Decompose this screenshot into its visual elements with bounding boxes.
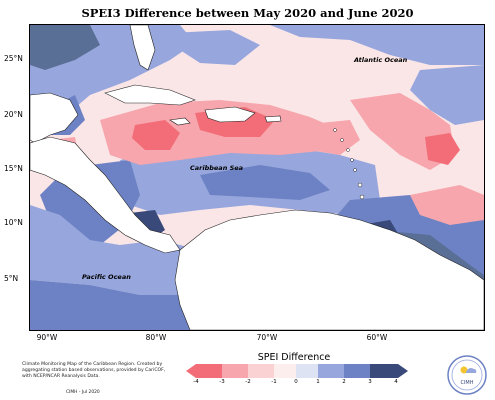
lat-label-15n: 15°N	[4, 164, 23, 173]
spei-map	[30, 25, 484, 330]
pacific-wet-area	[30, 205, 220, 295]
legend-arrow-left	[186, 364, 196, 378]
lat-label-20n: 20°N	[4, 110, 23, 119]
legend-tick: 3	[368, 379, 372, 385]
landmasses	[30, 25, 484, 330]
lon-label-80w: 80°W	[145, 333, 167, 342]
yucatan-peninsula	[30, 92, 79, 144]
legend-tick: 2	[342, 379, 346, 385]
lon-label-90w: 90°W	[36, 333, 58, 342]
lat-label-5n: 5°N	[4, 274, 19, 283]
atlantic-north-wet-area	[270, 25, 484, 65]
legend-swatch-2	[222, 364, 248, 378]
florida	[129, 25, 156, 71]
jamaica	[169, 117, 191, 126]
map-panel	[29, 24, 485, 331]
legend-swatch-7	[344, 364, 370, 378]
legend-tick: 0	[294, 379, 298, 385]
map-credit: CIMH - Jul 2020	[66, 390, 100, 395]
legend-swatch-5	[296, 364, 318, 378]
legend-tick: 1	[316, 379, 320, 385]
cimh-logo-icon: CIMH	[447, 355, 487, 395]
map-footnote: Climate Monitoring Map of the Caribbean …	[22, 362, 166, 379]
atlantic-east-dry-core	[425, 133, 460, 165]
legend-swatch-1	[196, 364, 222, 378]
lat-label-10n: 10°N	[4, 218, 23, 227]
logo-text: CIMH	[460, 380, 473, 386]
bahamas-wet-area	[170, 30, 260, 65]
lesser-antilles-dry-area	[300, 120, 360, 155]
legend-title: SPEI Difference	[257, 352, 331, 363]
legend-tick: -1	[271, 379, 277, 385]
legend-tick: -3	[219, 379, 225, 385]
puerto-rico	[264, 115, 282, 123]
caribbean-sea-label: Caribbean Sea	[190, 164, 244, 172]
pacific-south-wet-area	[30, 280, 230, 330]
caribbean-central-wet-core	[200, 165, 330, 200]
atlantic-ocean-label: Atlantic Ocean	[354, 56, 408, 64]
central-atlantic-dry-area	[410, 185, 484, 225]
lat-label-25n: 25°N	[4, 54, 23, 63]
legend-tick: -2	[245, 379, 251, 385]
legend-swatch-6	[318, 364, 344, 378]
pacific-ocean-label: Pacific Ocean	[82, 273, 131, 281]
cuba	[104, 84, 196, 106]
legend-tick: -4	[193, 379, 199, 385]
legend-swatch-4	[274, 364, 296, 378]
lon-label-70w: 70°W	[256, 333, 278, 342]
legend-arrow-right	[398, 364, 408, 378]
map-title: SPEI3 Difference between May 2020 and Ju…	[81, 6, 414, 20]
lon-label-60w: 60°W	[366, 333, 388, 342]
legend-swatch-3	[248, 364, 274, 378]
lesser-antilles	[333, 128, 365, 200]
south-america	[174, 209, 484, 330]
northwest-wet-core	[30, 25, 100, 70]
legend-colorbar	[186, 364, 408, 378]
atlantic-east-wet-area	[410, 65, 484, 125]
hispaniola	[204, 106, 256, 123]
legend-swatch-8	[370, 364, 398, 378]
jamaica-dry-core	[132, 120, 180, 150]
legend-tick: 4	[394, 379, 398, 385]
